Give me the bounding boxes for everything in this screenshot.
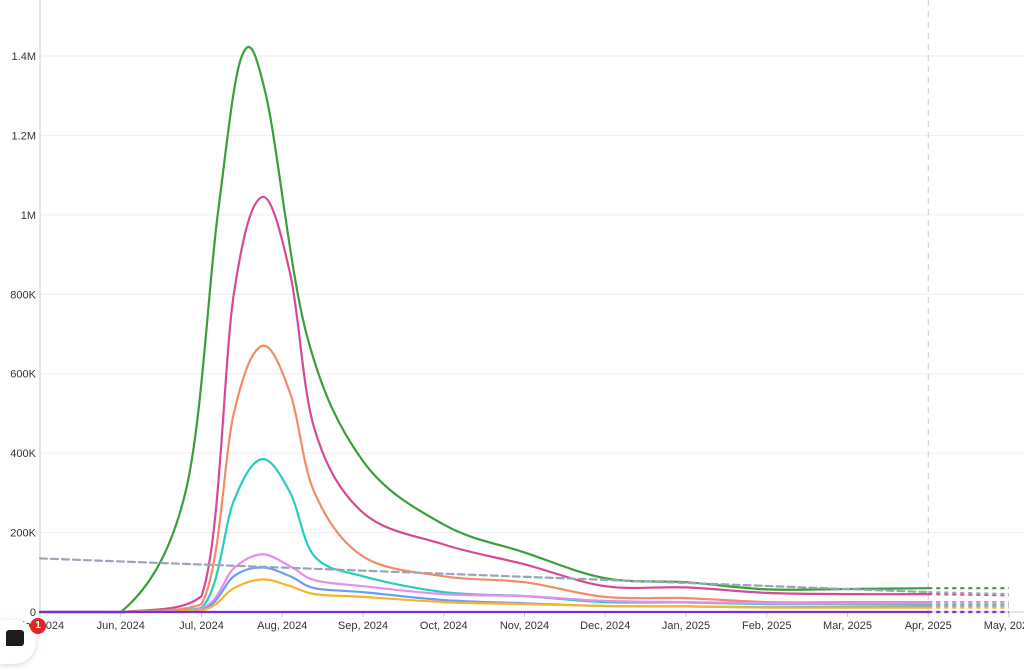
x-tick-label: Aug, 2024 <box>257 620 307 632</box>
y-tick-label: 800K <box>10 289 36 301</box>
series-line-4 <box>38 553 930 614</box>
chat-bubble-icon <box>6 630 24 646</box>
series-line-1 <box>38 195 930 614</box>
x-tick-label: Feb, 2025 <box>742 620 792 632</box>
x-tick-label: Mar, 2025 <box>823 620 872 632</box>
x-tick-label: Dec, 2024 <box>580 620 630 632</box>
x-tick-label: Jul, 2024 <box>179 620 224 632</box>
x-tick-label: Sep, 2024 <box>338 620 388 632</box>
notification-badge: 1 <box>30 618 46 634</box>
series-line-0 <box>38 45 930 614</box>
y-tick-label: 400K <box>10 448 36 460</box>
x-tick-label: Jun, 2024 <box>97 620 145 632</box>
x-tick-label: Oct, 2024 <box>420 620 468 632</box>
series-layer <box>38 45 1010 614</box>
x-tick-label: Jan, 2025 <box>662 620 710 632</box>
series-line-6 <box>38 578 930 614</box>
y-tick-label: 1.2M <box>12 130 36 142</box>
series-line-7 <box>38 557 930 594</box>
y-tick-label: 200K <box>10 528 36 540</box>
x-tick-label: Nov, 2024 <box>500 620 549 632</box>
y-tick-label: 0 <box>30 607 36 619</box>
y-tick-label: 1.4M <box>12 51 36 63</box>
grid-layer <box>40 55 1024 534</box>
series-forecast-1 <box>928 593 1010 597</box>
x-tick-label: Apr, 2025 <box>905 620 952 632</box>
series-forecast-7 <box>928 591 1010 596</box>
y-tick-label: 600K <box>10 369 36 381</box>
y-tick-label: 1M <box>21 210 36 222</box>
x-tick-label: May, 2025 <box>984 620 1024 632</box>
series-line-2 <box>38 344 930 614</box>
